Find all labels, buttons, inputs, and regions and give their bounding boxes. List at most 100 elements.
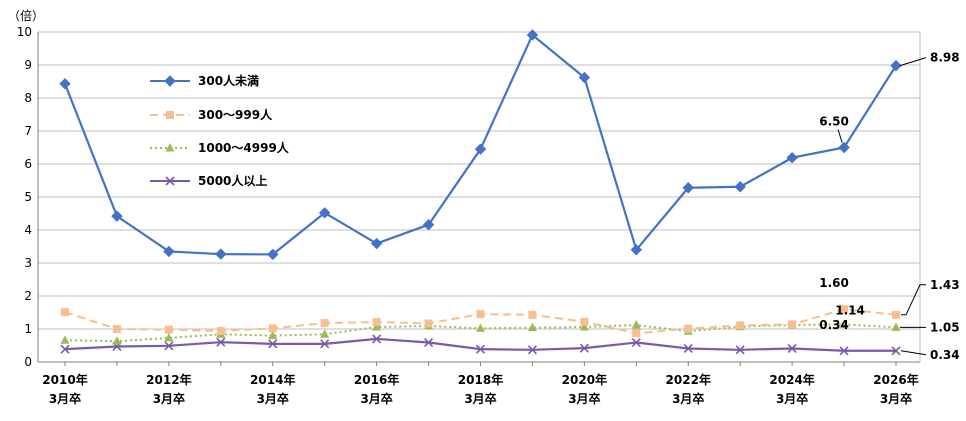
y-tick-label: 3 xyxy=(24,256,32,270)
data-point-triangle xyxy=(527,322,537,332)
data-point-square xyxy=(268,324,277,333)
data-point-diamond xyxy=(890,59,902,72)
legend-label: 1000〜4999人 xyxy=(198,140,290,155)
y-tick-label: 7 xyxy=(24,124,32,138)
data-point-x xyxy=(683,343,693,354)
data-label: 1.43 xyxy=(901,278,960,316)
data-label-text: 1.05 xyxy=(930,320,960,334)
data-point-square xyxy=(684,324,693,333)
annotations: 6.50 8.98 1.60 1.43 1.14 1.05 0.34 0.34 xyxy=(819,51,959,362)
data-point-square xyxy=(112,325,121,333)
data-label-text: 0.34 xyxy=(930,348,960,362)
legend-item: 1000〜4999人 xyxy=(150,140,290,155)
y-axis-unit-label: （倍） xyxy=(8,8,44,23)
x-tick-label: 2024年 3月卒 xyxy=(769,372,814,406)
data-label: 1.05 xyxy=(900,320,960,334)
data-point-diamond xyxy=(111,210,123,222)
data-point-diamond xyxy=(163,245,175,258)
data-point-x xyxy=(839,346,849,356)
data-point-x xyxy=(372,334,382,344)
legend-label: 5000人以上 xyxy=(198,173,267,188)
data-point-diamond xyxy=(422,219,435,231)
data-point-x xyxy=(164,341,174,351)
x-tick-label: 2026年 3月卒 xyxy=(873,372,918,406)
data-point-square xyxy=(892,310,900,319)
data-point-triangle xyxy=(631,320,641,329)
data-label: 0.34 xyxy=(819,318,849,332)
data-point-x xyxy=(268,339,278,349)
data-point-square xyxy=(216,326,225,335)
legend: 300人未満 300〜999人 1000〜4999人 5000人以上 xyxy=(150,73,290,188)
data-point-diamond xyxy=(526,29,539,41)
y-tick-label: 5 xyxy=(24,190,32,204)
data-point-triangle xyxy=(60,335,70,344)
y-tick-label: 4 xyxy=(24,223,32,237)
data-point-square xyxy=(166,111,174,119)
x-tick-label: 2010年 3月卒 xyxy=(42,372,87,406)
x-tick-label: 2012年 3月卒 xyxy=(146,372,191,406)
data-point-triangle xyxy=(839,319,849,328)
data-point-x xyxy=(165,176,175,186)
data-label: 0.34 xyxy=(900,348,960,362)
data-point-triangle xyxy=(268,330,278,340)
data-point-diamond xyxy=(164,75,176,87)
data-point-x xyxy=(631,337,641,348)
legend-item: 5000人以上 xyxy=(150,173,267,188)
legend-label: 300人未満 xyxy=(198,73,259,88)
data-point-square xyxy=(580,317,589,326)
y-tick-label: 8 xyxy=(24,91,32,105)
data-point-diamond xyxy=(215,248,227,260)
data-label: 8.98 xyxy=(899,51,960,67)
data-point-x xyxy=(475,344,486,354)
data-point-diamond xyxy=(682,182,694,194)
data-label-text: 8.98 xyxy=(930,51,960,65)
data-point-triangle xyxy=(164,332,174,342)
data-point-diamond xyxy=(267,248,279,261)
legend-item: 300〜999人 xyxy=(150,107,273,122)
data-point-square xyxy=(424,319,433,328)
data-point-square xyxy=(632,329,641,338)
x-tick-label: 2018年 3月卒 xyxy=(458,372,503,406)
data-point-diamond xyxy=(734,181,746,193)
data-point-x xyxy=(216,337,226,347)
data-label-text: 1.43 xyxy=(930,278,960,292)
data-point-square xyxy=(61,308,69,317)
data-point-diamond xyxy=(370,237,383,250)
data-point-x xyxy=(527,345,538,355)
data-point-square xyxy=(372,318,381,327)
data-label-text: 6.50 xyxy=(819,115,849,129)
data-point-square xyxy=(320,319,329,328)
data-point-diamond xyxy=(59,78,71,90)
data-point-triangle xyxy=(372,322,382,331)
data-point-triangle xyxy=(476,323,485,332)
y-tick-label: 0 xyxy=(24,355,32,369)
data-point-x xyxy=(787,343,797,354)
x-tick-label: 2016年 3月卒 xyxy=(354,372,399,406)
data-point-triangle xyxy=(579,322,589,331)
data-point-x xyxy=(60,344,70,354)
series-0 xyxy=(59,29,902,261)
data-point-triangle xyxy=(112,336,122,345)
data-point-x xyxy=(423,337,434,348)
data-point-x xyxy=(735,345,745,355)
grid-lines xyxy=(38,31,920,330)
y-tick-label: 9 xyxy=(24,58,32,72)
data-point-diamond xyxy=(630,244,643,256)
data-point-square xyxy=(788,320,797,329)
x-tick-label: 2022年 3月卒 xyxy=(666,372,711,406)
data-point-x xyxy=(579,343,589,353)
data-point-square xyxy=(476,310,485,319)
data-point-square xyxy=(164,325,173,334)
data-point-diamond xyxy=(318,207,331,219)
data-label-text: 1.60 xyxy=(819,276,849,290)
series-3 xyxy=(60,334,901,356)
data-point-x xyxy=(320,339,330,349)
data-label-text: 1.14 xyxy=(835,303,865,317)
legend-item: 300人未満 xyxy=(150,73,259,88)
data-label: 1.60 xyxy=(819,276,849,290)
series-2 xyxy=(60,319,901,345)
y-tick-label: 10 xyxy=(17,25,32,39)
data-point-diamond xyxy=(838,141,850,154)
x-tick-label: 2014年 3月卒 xyxy=(250,372,295,406)
